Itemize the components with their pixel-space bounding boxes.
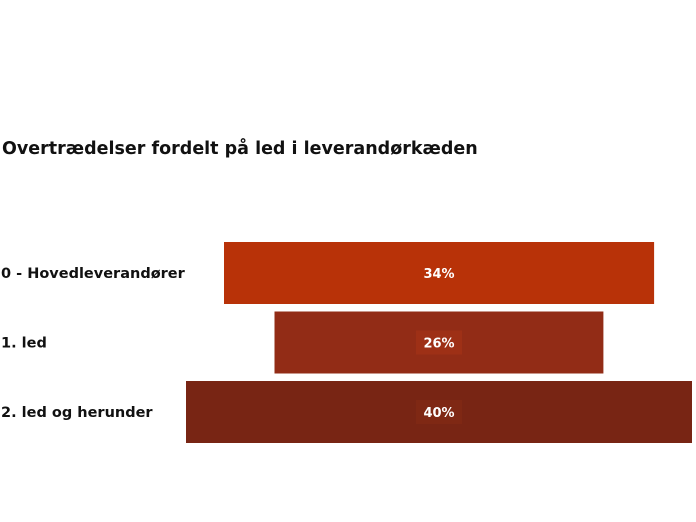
data-label-1: 34%: [423, 267, 454, 282]
data-label-3: 40%: [423, 406, 454, 421]
category-label-1: 0 - Hovedleverandører: [1, 266, 186, 282]
data-label-box-3: [416, 400, 462, 424]
data-label-box-2: [416, 330, 462, 355]
data-label-box-1: [416, 261, 462, 285]
category-label-2: 1. led: [1, 336, 47, 352]
category-label-3: 2. led og herunder: [1, 405, 153, 421]
chart-title: Overtrædelser fordelt på led i leverandø…: [2, 139, 478, 159]
labels-layer: 34% 0 - Hovedleverandører 26% 1. led 40% 2. l…: [1, 261, 462, 424]
data-label-2: 26%: [423, 337, 454, 352]
